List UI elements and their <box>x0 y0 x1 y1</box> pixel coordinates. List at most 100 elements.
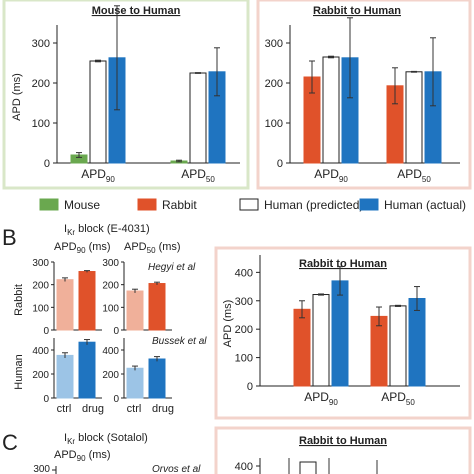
chart-title: Mouse to Human <box>92 5 181 17</box>
y-tick-label: 0 <box>44 158 50 170</box>
bar <box>322 56 340 164</box>
y-tick-label: 300 <box>235 296 253 308</box>
bar <box>370 315 388 387</box>
y-tick-label: 0 <box>247 381 253 393</box>
panel-b-row2-label: Human <box>13 354 25 389</box>
legend-label: Mouse <box>64 198 100 212</box>
panel-a-mouse-frame <box>2 0 250 190</box>
legend: Mouse Rabbit Human (predicted) Human (actua… <box>39 198 466 212</box>
y-tick-label: 200 <box>265 78 283 90</box>
bar <box>331 280 349 387</box>
bar <box>126 290 144 331</box>
panel-c-col1-sub: 90 <box>77 454 86 463</box>
chart-e4031-human-apd90: 0 200 400 <box>32 338 102 405</box>
chart-sotalol-rabbit-to-human: Rabbit to Human 400 <box>235 435 387 474</box>
legend-swatch <box>239 198 259 211</box>
panel-b-row1-label: Rabbit <box>13 284 25 316</box>
panel-b-col2-main: APD <box>124 241 147 253</box>
legend-label: Human (predicted) <box>264 198 363 212</box>
x-tick-sub: 50 <box>406 398 415 407</box>
y-tick-label: 0 <box>43 326 49 337</box>
bar <box>78 341 96 399</box>
x-tick-label: APD50 <box>181 167 215 184</box>
panel-b-col1-sub: 90 <box>77 246 86 255</box>
legend-label: Human (actual) <box>384 198 466 212</box>
y-tick-label: 300 <box>265 38 283 50</box>
panel-b-title-rest: block (E-4031) <box>75 223 150 235</box>
panel-b-col1-header: APD90 (ms) <box>54 241 111 255</box>
panel-b-ref-bottom: Bussek et al <box>152 336 207 347</box>
panel-b-col1-unit: (ms) <box>86 241 111 253</box>
bar <box>78 271 96 331</box>
bar <box>312 294 330 387</box>
bar <box>189 72 207 164</box>
chart-e4031-rabbit-apd50: 0 100 200 300 <box>102 258 172 337</box>
bar <box>408 298 426 387</box>
bar <box>56 354 74 399</box>
bar <box>148 358 166 399</box>
x-tick-sub: 90 <box>339 175 348 184</box>
bar <box>126 367 144 399</box>
bar <box>405 71 423 164</box>
legend-swatch <box>359 198 379 211</box>
y-tick-label: 200 <box>102 370 119 381</box>
chart-e4031-rabbit-apd90: 0 100 200 300 <box>32 258 102 337</box>
y-tick-label: 200 <box>102 281 119 292</box>
x-tick-label: APD90 <box>314 167 348 184</box>
panel-b-rabbit-frame <box>214 246 472 420</box>
bar <box>89 60 107 164</box>
panel-c-ytick-300: 300 <box>33 464 50 474</box>
panel-b-title-sub: Kr <box>67 228 75 237</box>
panel-c-title-rest: block (Sotalol) <box>75 432 148 444</box>
x-tick-label: APD90 <box>304 390 338 407</box>
y-tick-label: 400 <box>102 346 119 357</box>
legend-swatch <box>137 198 157 211</box>
bar <box>299 461 317 474</box>
x-tick-main: APD <box>397 167 422 181</box>
y-tick-label: 0 <box>277 158 283 170</box>
panel-c-rabbit-frame <box>214 426 472 474</box>
panel-b-xtick-drug-2: drug <box>152 403 174 415</box>
y-axis-label: APD (ms) <box>222 300 234 348</box>
x-tick-sub: 90 <box>106 175 115 184</box>
panel-c-title-main: I <box>64 432 67 444</box>
y-tick-label: 100 <box>265 118 283 130</box>
chart-title: Rabbit to Human <box>299 258 387 270</box>
x-tick-sub: 90 <box>329 398 338 407</box>
panel-b-col2-unit: (ms) <box>156 241 181 253</box>
bar <box>293 308 311 387</box>
panel-c-title: IKr block (Sotalol) <box>64 432 148 446</box>
y-tick-label: 0 <box>43 394 49 405</box>
y-tick-label: 100 <box>235 353 253 365</box>
y-tick-label: 0 <box>113 326 119 337</box>
x-tick-label: APD50 <box>381 390 415 407</box>
x-tick-label: APD50 <box>397 167 431 184</box>
y-tick-label: 300 <box>32 38 50 50</box>
bar <box>56 279 74 331</box>
panel-c-ref-top: Orvos et al <box>152 464 201 474</box>
y-tick-label: 100 <box>102 303 119 314</box>
chart-title: Rabbit to Human <box>313 5 401 17</box>
y-tick-label: 200 <box>235 324 253 336</box>
panel-b-xtick-ctrl-2: ctrl <box>127 403 142 415</box>
panel-a-rabbit-frame <box>256 0 472 190</box>
chart-e4031-human-apd50: 0 200 400 <box>102 338 172 405</box>
panel-c-title-sub: Kr <box>67 437 75 446</box>
panel-c-letter: C <box>2 430 18 455</box>
panel-b-title-main: I <box>64 223 67 235</box>
x-tick-main: APD <box>181 167 206 181</box>
x-tick-main: APD <box>381 390 406 404</box>
y-tick-label: 200 <box>32 281 49 292</box>
x-tick-sub: 50 <box>206 175 215 184</box>
bar <box>148 283 166 331</box>
panel-b-col2-header: APD50 (ms) <box>124 241 181 255</box>
panel-b-title: IKr block (E-4031) <box>64 223 150 237</box>
x-tick-main: APD <box>304 390 329 404</box>
panel-b-ref-top: Hegyi et al <box>148 262 196 273</box>
chart-title: Rabbit to Human <box>299 435 387 447</box>
y-axis-label: APD (ms) <box>11 73 23 121</box>
panel-b-letter: B <box>2 225 17 250</box>
